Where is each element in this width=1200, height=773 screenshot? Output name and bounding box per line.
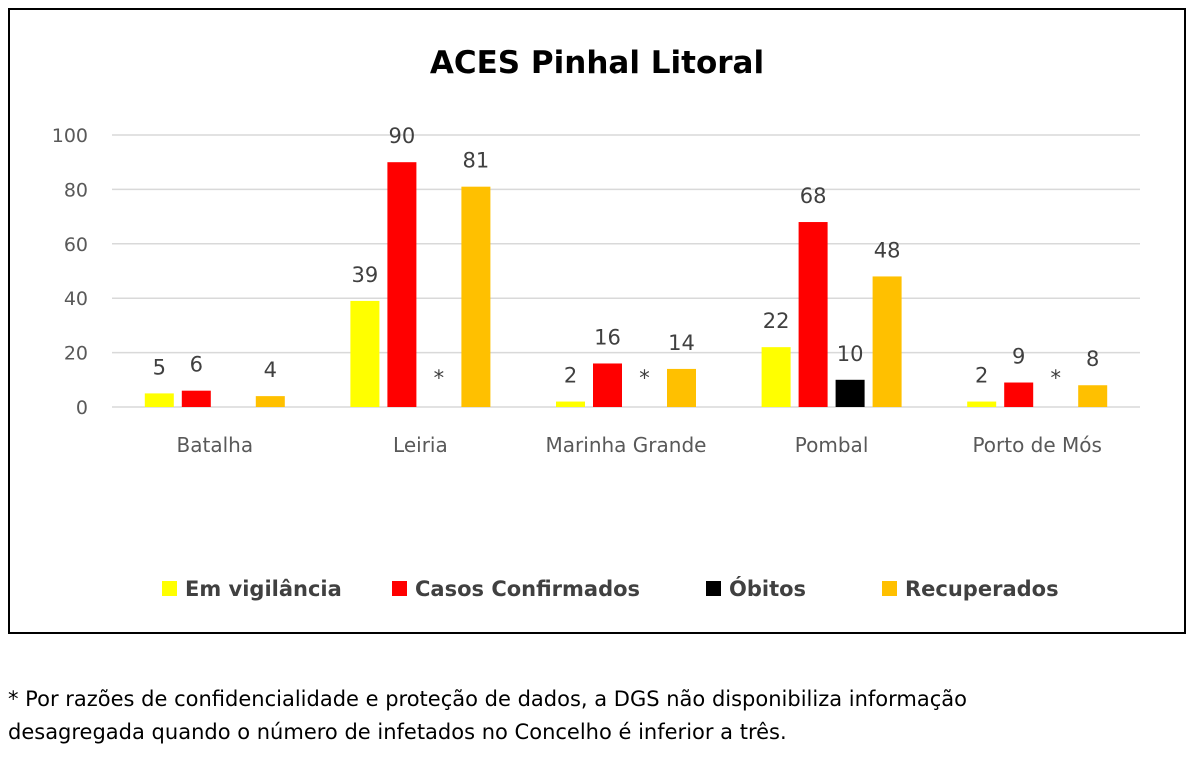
legend-label: Recuperados [905,577,1059,601]
bar [835,379,865,407]
data-label: 68 [800,184,827,208]
data-label: 9 [1012,345,1025,369]
x-tick-label: Porto de Mós [972,433,1102,457]
data-label: * [434,366,445,390]
bar [761,347,791,407]
y-tick-label: 20 [64,343,88,365]
bar [593,363,622,407]
legend-swatch [162,581,177,596]
x-tick-label: Marinha Grande [546,433,707,457]
legend-swatch [882,581,897,596]
footnote-line-2: desagregada quando o número de infetados… [8,720,787,744]
data-label: * [639,366,650,390]
y-tick-label: 0 [76,397,88,419]
data-label: 2 [564,364,577,388]
bar [798,222,828,407]
bar [967,401,997,407]
bar [350,300,380,407]
bar [872,276,902,407]
x-tick-label: Pombal [795,433,869,457]
bar [556,401,585,407]
legend-label: Casos Confirmados [415,577,640,601]
data-label: 48 [874,238,901,262]
bar [387,162,417,407]
data-label: 16 [594,325,621,349]
chart-title: ACES Pinhal Litoral [430,45,764,81]
bar [1004,382,1034,407]
y-tick-label: 40 [64,288,88,310]
legend-label: Óbitos [729,576,806,601]
y-tick-label: 60 [64,234,88,256]
footnote: * Por razões de confidencialidade e prot… [8,683,1188,749]
data-label: 39 [352,263,379,287]
data-label: 14 [668,331,695,355]
bar [461,186,491,407]
data-label: 81 [463,149,490,173]
bar [144,393,174,407]
footnote-line-1: * Por razões de confidencialidade e prot… [8,687,968,711]
x-tick-label: Leiria [393,433,448,457]
x-tick-label: Batalha [177,433,254,457]
data-label: 10 [837,342,864,366]
data-label: 8 [1086,347,1099,371]
data-label: 6 [190,353,203,377]
bar [1078,385,1108,407]
bar [255,396,285,407]
bar-chart: ACES Pinhal Litoral 0 20 40 60 80 100 5 6 4 Batalh… [52,45,1140,601]
legend-swatch [392,581,407,596]
data-label: 2 [975,364,988,388]
data-label: 5 [153,355,166,379]
data-label: 4 [264,358,277,382]
legend-swatch [706,581,721,596]
bar [181,390,211,407]
data-label: * [1050,366,1061,390]
y-tick-label: 100 [52,125,88,147]
legend-label: Em vigilância [185,577,342,601]
data-label: 22 [763,309,790,333]
y-tick-label: 80 [64,179,88,201]
data-label: 90 [389,124,416,148]
chart-frame: ACES Pinhal Litoral 0 20 40 60 80 100 5 6 4 Batalh… [8,8,1186,634]
bar [667,368,696,407]
